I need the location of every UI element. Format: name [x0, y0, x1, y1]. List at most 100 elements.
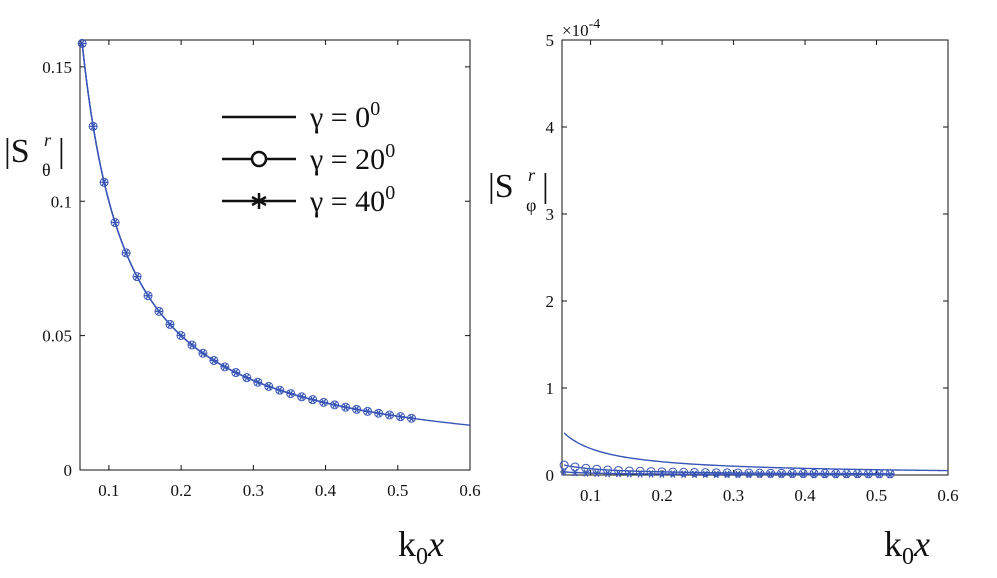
left-x-tick-label: 0.6: [459, 481, 480, 500]
right-circle-marker: [853, 469, 863, 479]
left-star-marker: [308, 395, 317, 404]
right-circle-marker: [711, 468, 721, 478]
right-circle-marker: [820, 469, 830, 479]
right-circle-marker: [646, 467, 656, 477]
right-circle-marker: [668, 467, 678, 477]
left-x-tick-label: 0.1: [98, 481, 119, 500]
right-circle-marker: [874, 469, 884, 479]
left-star-marker: [89, 122, 98, 131]
right-star-marker: [571, 468, 580, 477]
legend-label: γ = 400: [309, 182, 395, 218]
right-star-marker: [744, 470, 753, 479]
right-circle-marker: [657, 467, 667, 477]
left-star-marker: [264, 382, 273, 391]
left-star-marker: [341, 403, 350, 411]
left-y-label-superscript: r: [44, 130, 52, 150]
right-y-label-bar: |: [542, 168, 549, 205]
right-plot-frame: [561, 39, 949, 476]
left-star-marker: [286, 389, 295, 398]
right-circle-marker: [809, 468, 819, 478]
right-star-marker: [810, 470, 819, 479]
left-x-tick-label: 0.4: [315, 481, 337, 500]
right-x-tick-label: 0.1: [580, 486, 601, 505]
left-y-label-subscript: θ: [42, 160, 51, 180]
left-star-marker: [78, 39, 87, 48]
right-x-axis-label: k0x: [884, 524, 930, 570]
right-star-marker: [679, 470, 688, 478]
left-star-marker: [165, 320, 174, 329]
left-star-marker: [275, 386, 284, 394]
left-star-marker: [198, 349, 207, 358]
left-star-marker: [144, 291, 153, 300]
right-star-marker: [799, 470, 808, 479]
right-circle-marker: [733, 468, 743, 478]
left-star-marker: [100, 178, 109, 187]
right-circle-marker: [559, 460, 569, 470]
left-series-line-1: [81, 43, 416, 420]
right-circle-marker: [744, 468, 754, 478]
left-star-marker: [122, 249, 131, 257]
left-y-tick-label: 0.1: [51, 192, 72, 211]
right-circle-marker: [863, 469, 873, 479]
right-y-tick-label: 3: [546, 205, 555, 224]
right-star-marker: [755, 470, 764, 479]
right-circle-marker: [700, 468, 710, 478]
right-star-marker: [723, 470, 732, 479]
right-circle-marker: [690, 467, 700, 477]
right-y-tick-label: 0: [546, 466, 555, 485]
right-star-marker: [603, 469, 612, 478]
legend-label: γ = 00: [309, 98, 380, 134]
left-star-marker: [111, 218, 120, 227]
left-star-marker: [330, 401, 339, 409]
left-star-marker: [297, 392, 306, 401]
right-star-marker: [668, 470, 677, 478]
right-circle-marker: [885, 469, 895, 479]
right-circle-marker: [776, 468, 786, 478]
right-star-marker: [560, 468, 569, 476]
right-star-marker: [886, 470, 895, 479]
right-circle-marker: [766, 468, 776, 478]
left-star-marker: [242, 373, 251, 382]
right-star-marker: [657, 470, 666, 478]
right-star-marker: [690, 470, 699, 479]
right-star-marker: [864, 470, 873, 479]
right-circle-marker: [798, 468, 808, 478]
left-star-marker: [133, 272, 142, 281]
right-circle-marker: [842, 469, 852, 479]
right-star-marker: [712, 470, 721, 479]
right-circle-marker: [831, 469, 841, 479]
left-y-tick-label: 0: [64, 461, 73, 480]
right-y-tick-label: 5: [546, 31, 555, 50]
right-star-marker: [581, 469, 590, 477]
right-series-line-0: [563, 432, 949, 472]
right-star-marker: [842, 470, 851, 479]
left-star-marker: [385, 411, 394, 419]
right-y-axis-label: |S: [488, 168, 514, 205]
left-y-axis-label: |S: [4, 133, 30, 170]
right-y-tick-label: 2: [546, 292, 555, 311]
left-star-marker: [363, 407, 372, 416]
right-scale-label: ×10-4: [562, 17, 600, 40]
right-circle-marker: [722, 468, 732, 478]
right-x-tick-label: 0.4: [794, 486, 816, 505]
right-circle-marker: [635, 466, 645, 476]
left-star-marker: [407, 414, 416, 423]
legend-label: γ = 200: [309, 140, 395, 176]
left-star-marker: [209, 356, 218, 365]
left-series-line-0: [81, 43, 471, 426]
left-x-tick-label: 0.5: [387, 481, 408, 500]
left-star-marker: [319, 398, 328, 407]
right-star-marker: [853, 470, 862, 479]
right-x-tick-label: 0.3: [723, 486, 744, 505]
left-plot-frame: [79, 39, 471, 471]
right-star-marker: [592, 469, 601, 478]
left-y-label-bar: |: [58, 133, 65, 170]
right-circle-marker: [787, 468, 797, 478]
right-x-tick-label: 0.5: [866, 486, 887, 505]
left-x-tick-label: 0.3: [243, 481, 264, 500]
right-star-marker: [788, 470, 797, 479]
left-star-marker: [374, 409, 383, 418]
right-circle-marker: [755, 468, 765, 478]
